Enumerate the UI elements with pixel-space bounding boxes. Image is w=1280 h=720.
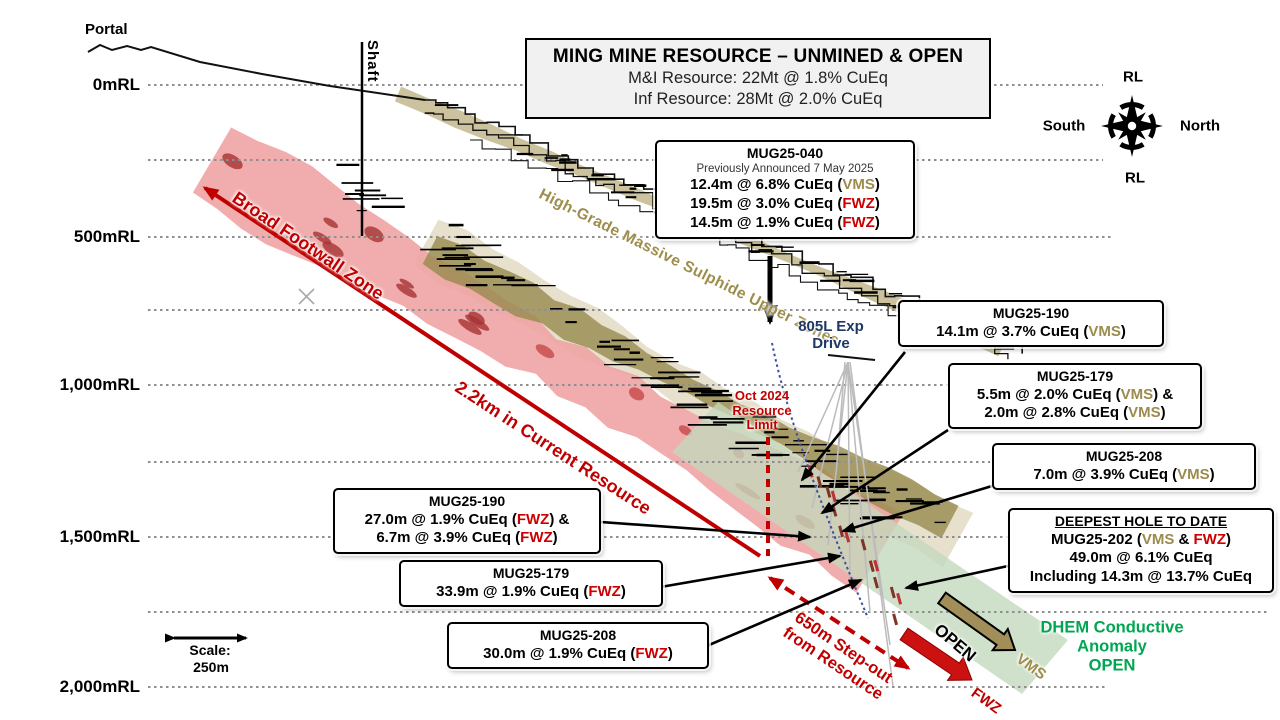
- compass-south: South: [1042, 117, 1086, 135]
- title-box: MING MINE RESOURCE – UNMINED & OPEN M&I …: [525, 38, 991, 120]
- step-out-dashed-arrow: [767, 576, 911, 670]
- 805l-drive-label: 805L Exp Drive: [798, 317, 864, 352]
- portal-label: Portal: [85, 21, 128, 38]
- elevation-label-0mrl: 0mRL: [92, 75, 140, 94]
- scale-label: Scale:: [189, 642, 231, 658]
- main-title: MING MINE RESOURCE – UNMINED & OPEN: [552, 46, 964, 67]
- elevation-label-1500mrl: 1,500mRL: [59, 527, 140, 546]
- vms-open-arrow: [936, 591, 1017, 652]
- compass-rose-icon: [1101, 95, 1163, 157]
- compass-rl-top: RL: [1123, 68, 1143, 86]
- elevation-label-2000mrl: 2,000mRL: [59, 677, 140, 696]
- compass-rl-bottom: RL: [1125, 169, 1145, 187]
- fwz-open-arrow: [899, 627, 973, 681]
- inf-resource-line: Inf Resource: 28Mt @ 2.0% CuEq: [633, 90, 883, 109]
- x-marker: [298, 288, 315, 305]
- elevation-gridlines: [148, 84, 1268, 688]
- elevation-label-500mrl: 500mRL: [73, 227, 140, 246]
- callout-leader-arrows: [586, 256, 1009, 653]
- shaft-label: Shaft: [364, 40, 381, 83]
- resource-extent-arrow: [202, 186, 762, 558]
- compass-north: North: [1180, 117, 1220, 135]
- dhem-anomaly-label: DHEM Conductive Anomaly OPEN: [1040, 618, 1184, 675]
- mi-resource-line: M&I Resource: 22Mt @ 1.8% CuEq: [628, 69, 888, 87]
- elevation-label-1000mrl: 1,000mRL: [59, 375, 140, 394]
- blue-drill-trace: [771, 342, 869, 619]
- portal-decline-line: [87, 43, 426, 101]
- oct-2024-limit-label: Oct 2024 Resource Limit: [732, 388, 792, 433]
- scale-value: 250m: [193, 659, 229, 675]
- geology-bands: [192, 86, 1068, 694]
- 805l-drive-mark: [827, 354, 876, 361]
